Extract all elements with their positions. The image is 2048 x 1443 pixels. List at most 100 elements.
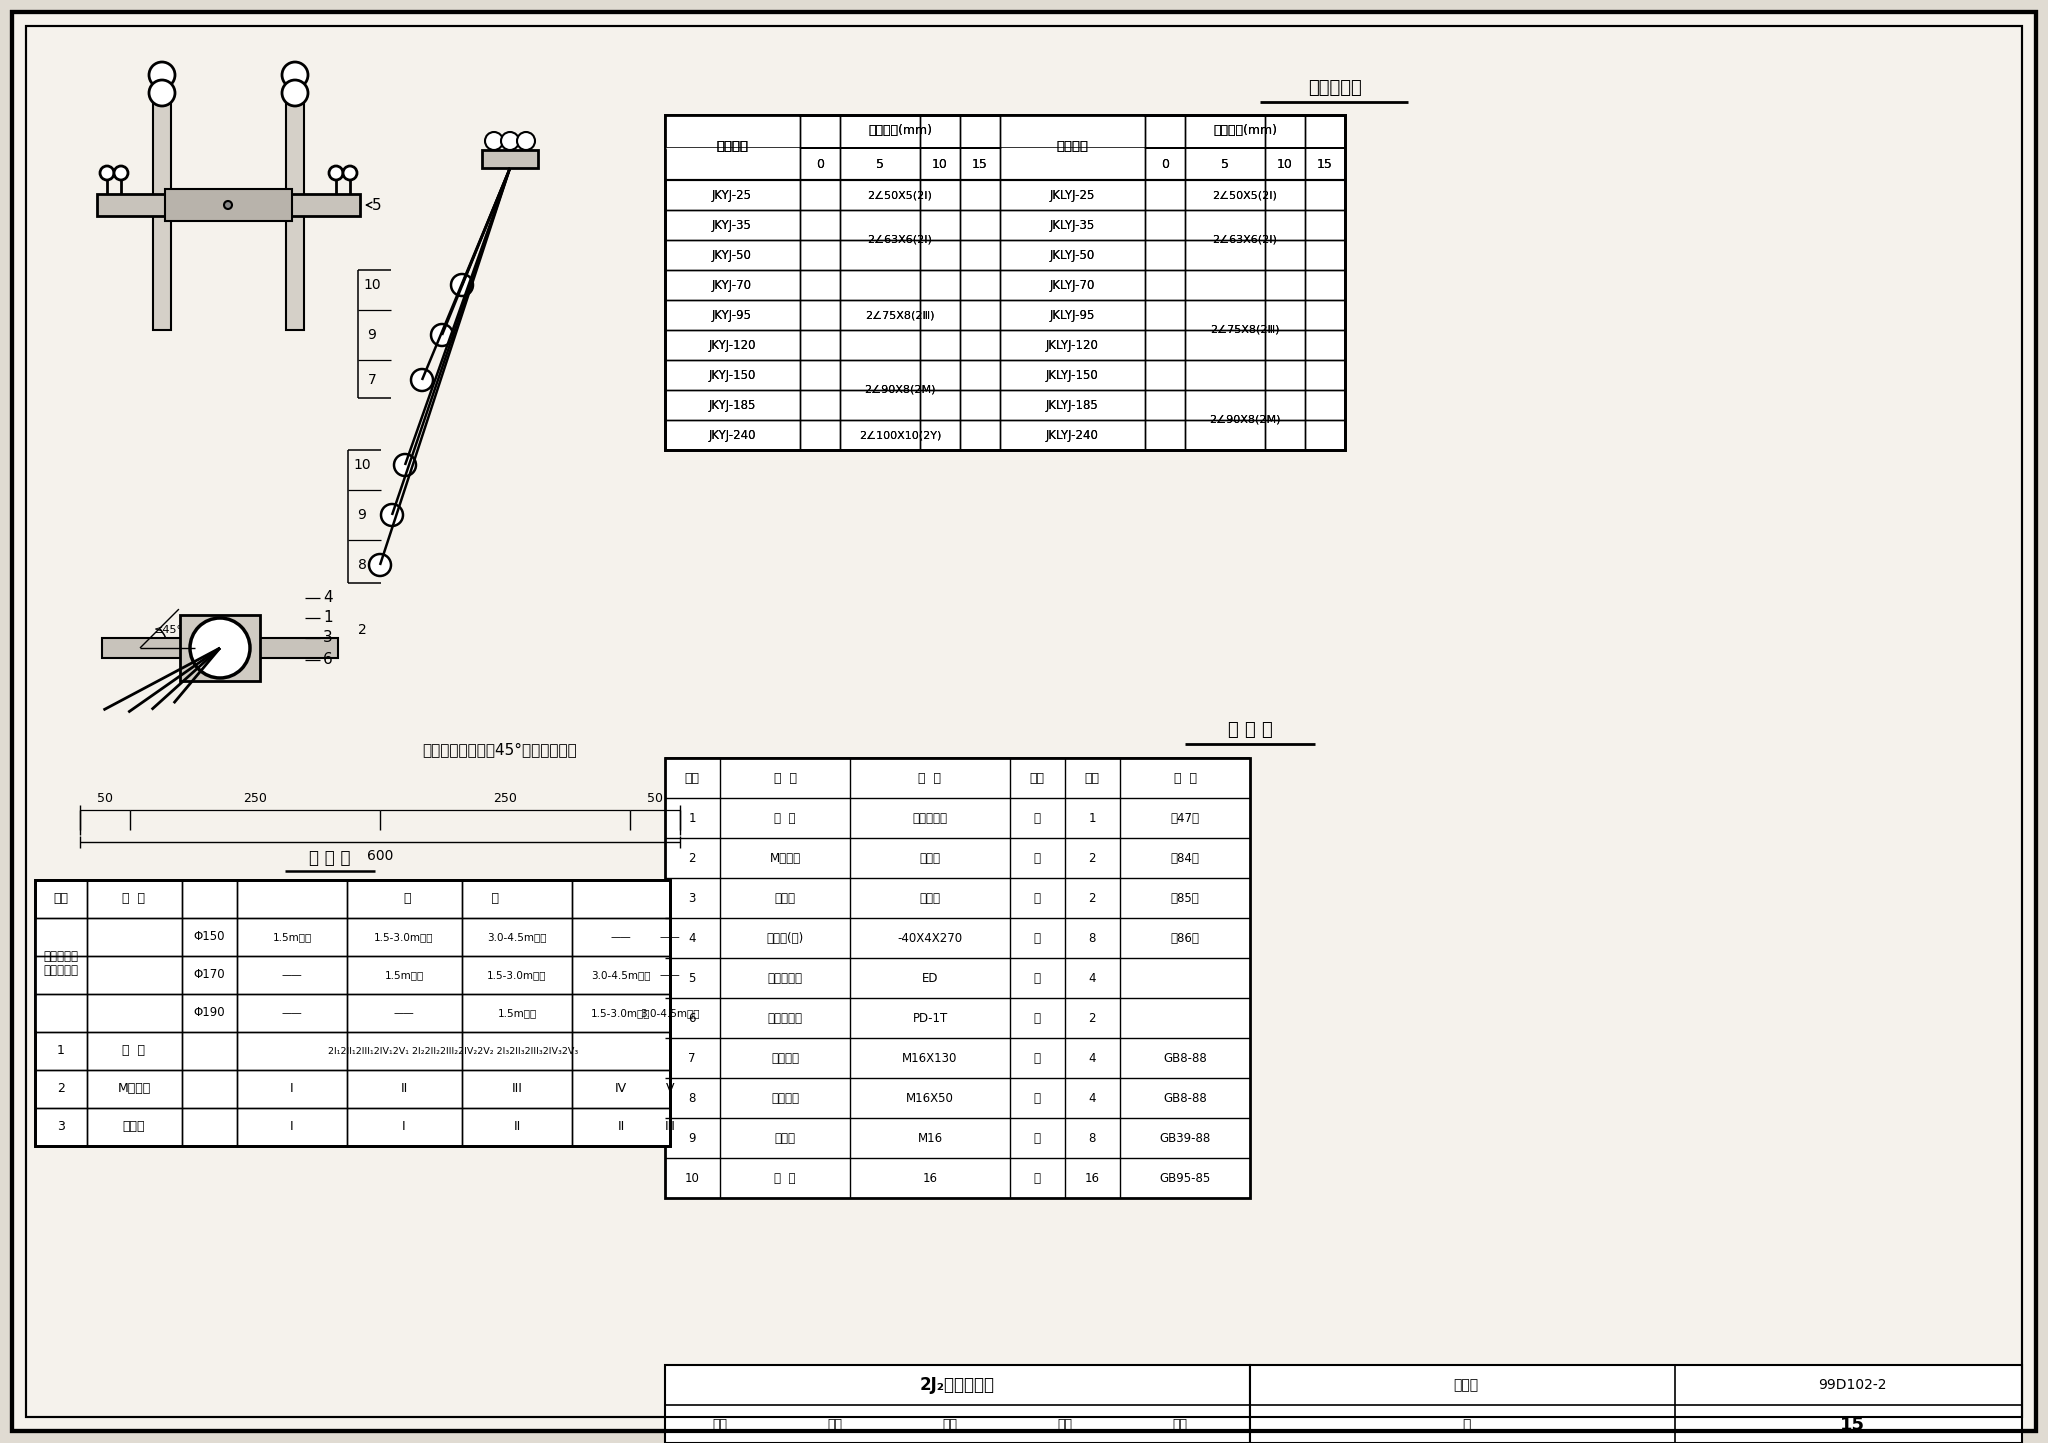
Text: -40X4X270: -40X4X270 bbox=[897, 932, 963, 945]
Text: ——: —— bbox=[283, 1009, 303, 1017]
Text: JKLYJ-70: JKLYJ-70 bbox=[1049, 278, 1096, 291]
Text: 导线规格: 导线规格 bbox=[717, 140, 748, 153]
Text: 个: 个 bbox=[1034, 851, 1040, 864]
Text: JKYJ-150: JKYJ-150 bbox=[709, 368, 756, 381]
Circle shape bbox=[150, 62, 174, 88]
Text: 2I₁2II₁2III₁2IV₁2V₁ 2I₂2II₂2III₂2IV₂2V₂ 2I₃2II₃2III₃2IV₃2V₃: 2I₁2II₁2III₁2IV₁2V₁ 2I₂2II₂2III₂2IV₂2V₂ … bbox=[328, 1046, 578, 1055]
Text: IV: IV bbox=[614, 1082, 627, 1095]
Text: II: II bbox=[399, 1082, 408, 1095]
Text: 0: 0 bbox=[815, 159, 823, 172]
Text: 2: 2 bbox=[57, 1082, 66, 1095]
Text: 见左表: 见左表 bbox=[920, 892, 940, 905]
Text: 导线规格: 导线规格 bbox=[717, 140, 748, 153]
Text: 见上、左表: 见上、左表 bbox=[913, 811, 948, 824]
Text: 5: 5 bbox=[1221, 159, 1229, 172]
Text: JKLYJ-185: JKLYJ-185 bbox=[1047, 398, 1098, 411]
Text: 3: 3 bbox=[688, 892, 696, 905]
Circle shape bbox=[100, 166, 115, 180]
Bar bbox=[35, 880, 670, 1146]
Circle shape bbox=[369, 554, 391, 576]
Text: 5: 5 bbox=[373, 198, 381, 212]
Circle shape bbox=[115, 166, 127, 180]
Text: 明 细 表: 明 细 表 bbox=[1227, 722, 1272, 739]
Text: JKLYJ-70: JKLYJ-70 bbox=[1049, 278, 1096, 291]
Text: 15: 15 bbox=[973, 159, 987, 172]
Text: M16X130: M16X130 bbox=[903, 1052, 958, 1065]
Bar bbox=[287, 92, 303, 330]
Text: GB8-88: GB8-88 bbox=[1163, 1091, 1206, 1104]
Text: 见86页: 见86页 bbox=[1171, 932, 1200, 945]
Bar bbox=[37, 919, 180, 1030]
Text: 6: 6 bbox=[324, 652, 334, 668]
Bar bbox=[666, 115, 1346, 450]
Text: JKLYJ-120: JKLYJ-120 bbox=[1047, 339, 1098, 352]
Text: 审核: 审核 bbox=[713, 1418, 727, 1431]
Text: 1: 1 bbox=[1087, 811, 1096, 824]
Text: 16: 16 bbox=[1085, 1172, 1100, 1185]
Text: 7: 7 bbox=[369, 372, 377, 387]
Text: 个: 个 bbox=[1034, 1172, 1040, 1185]
Text: 2∠50X5(2I): 2∠50X5(2I) bbox=[868, 190, 932, 201]
Text: 2: 2 bbox=[358, 623, 367, 636]
Text: 9: 9 bbox=[358, 508, 367, 522]
Text: 见85页: 见85页 bbox=[1171, 892, 1200, 905]
Text: 10: 10 bbox=[1278, 159, 1292, 172]
Text: 2∠75X8(2Ⅲ): 2∠75X8(2Ⅲ) bbox=[864, 310, 934, 320]
Circle shape bbox=[150, 79, 174, 105]
Text: 5: 5 bbox=[1221, 159, 1229, 172]
Text: 4: 4 bbox=[688, 932, 696, 945]
Text: 1: 1 bbox=[57, 1045, 66, 1058]
Bar bbox=[801, 211, 999, 268]
Text: 10: 10 bbox=[1278, 159, 1292, 172]
Text: 2∠50X5(2I): 2∠50X5(2I) bbox=[868, 190, 932, 201]
Text: ED: ED bbox=[922, 971, 938, 984]
Text: 横  担: 横 担 bbox=[123, 1045, 145, 1058]
Text: 9: 9 bbox=[367, 328, 377, 342]
Circle shape bbox=[283, 62, 307, 88]
Text: 单位: 单位 bbox=[1030, 772, 1044, 785]
Text: JKLYJ-35: JKLYJ-35 bbox=[1049, 218, 1094, 231]
Bar bbox=[180, 615, 260, 681]
Text: 说明：本图适用于45°及以下转角。: 说明：本图适用于45°及以下转角。 bbox=[422, 743, 578, 758]
Text: 4: 4 bbox=[1087, 1052, 1096, 1065]
Text: 序号: 序号 bbox=[684, 772, 700, 785]
Text: 3.0-4.5m以内: 3.0-4.5m以内 bbox=[592, 970, 651, 980]
Text: 8: 8 bbox=[358, 558, 367, 571]
Text: III: III bbox=[664, 1121, 676, 1134]
Bar bbox=[801, 271, 999, 359]
Circle shape bbox=[381, 504, 403, 527]
Text: 2∠75X8(2Ⅲ): 2∠75X8(2Ⅲ) bbox=[864, 310, 934, 320]
Circle shape bbox=[223, 201, 231, 209]
Bar bbox=[102, 638, 338, 658]
Text: 50: 50 bbox=[647, 792, 664, 805]
Text: 5: 5 bbox=[688, 971, 696, 984]
Bar bbox=[666, 115, 799, 179]
Text: JKLYJ-95: JKLYJ-95 bbox=[1049, 309, 1096, 322]
Circle shape bbox=[330, 166, 342, 180]
Text: 2∠100X10(2Y): 2∠100X10(2Y) bbox=[858, 430, 942, 440]
Text: M形抱铁: M形抱铁 bbox=[770, 851, 801, 864]
Text: 1.5-3.0m以内: 1.5-3.0m以内 bbox=[487, 970, 547, 980]
Text: 规                    格: 规 格 bbox=[406, 893, 500, 906]
Bar bbox=[481, 150, 539, 167]
Text: 电杆梢径及: 电杆梢径及 bbox=[43, 949, 78, 962]
Text: JKLYJ-50: JKLYJ-50 bbox=[1049, 248, 1094, 261]
Text: 规  格: 规 格 bbox=[918, 772, 942, 785]
Text: 导线规格: 导线规格 bbox=[1057, 140, 1087, 153]
Text: JKYJ-185: JKYJ-185 bbox=[709, 398, 756, 411]
Text: JKLYJ-150: JKLYJ-150 bbox=[1047, 368, 1098, 381]
Text: JKYJ-25: JKYJ-25 bbox=[713, 189, 752, 202]
Text: 2: 2 bbox=[1087, 1012, 1096, 1025]
Circle shape bbox=[516, 131, 535, 150]
Text: 2∠63X6(2I): 2∠63X6(2I) bbox=[868, 235, 932, 245]
Text: 600: 600 bbox=[367, 848, 393, 863]
Text: ≤45°: ≤45° bbox=[154, 625, 182, 635]
Text: M16: M16 bbox=[918, 1131, 942, 1144]
Text: 15: 15 bbox=[1317, 159, 1333, 172]
Text: 1: 1 bbox=[324, 610, 334, 625]
Text: 附  注: 附 注 bbox=[1174, 772, 1196, 785]
Text: I: I bbox=[291, 1121, 293, 1134]
Bar bbox=[1147, 391, 1343, 449]
Bar bbox=[154, 92, 170, 330]
Text: 15: 15 bbox=[973, 159, 987, 172]
